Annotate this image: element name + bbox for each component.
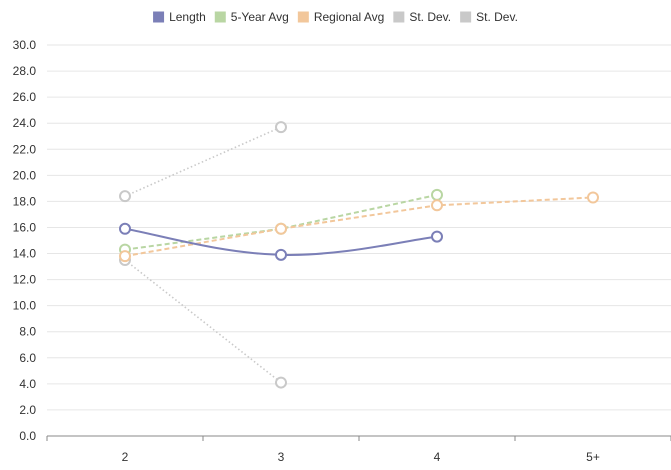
grid: [47, 44, 671, 411]
y-tick-label: 26.0: [13, 90, 37, 104]
legend-item[interactable]: 5-Year Avg: [214, 10, 289, 24]
legend-swatch: [393, 11, 405, 23]
y-tick-label: 2.0: [19, 403, 36, 417]
series-line-1: [124, 193, 438, 251]
legend-label: Regional Avg: [314, 10, 385, 24]
x-axis: 2 3 4 5+: [46, 435, 671, 464]
x-tick-label: 5+: [586, 450, 600, 464]
y-tick-label: 22.0: [13, 142, 37, 156]
x-tick-label: 2: [122, 450, 129, 464]
y-tick-label: 30.0: [13, 38, 37, 52]
legend-swatch: [460, 11, 472, 23]
y-axis: 0.0 2.0 4.0 6.0 8.0 10.0 12.0 14.0 16.0 18.0 20.0 2…: [13, 38, 37, 443]
y-tick-label: 4.0: [19, 377, 36, 391]
y-tick-label: 16.0: [13, 220, 37, 234]
legend-item[interactable]: St. Dev.: [393, 10, 451, 24]
y-tick-label: 28.0: [13, 64, 37, 78]
legend-item[interactable]: St. Dev.: [460, 10, 518, 24]
series-line-2: [124, 196, 594, 258]
data-point[interactable]: [275, 121, 287, 134]
data-point[interactable]: [431, 230, 443, 243]
legend-label: 5-Year Avg: [231, 10, 289, 24]
legend-item[interactable]: Regional Avg: [297, 10, 385, 24]
legend-swatch: [297, 11, 309, 23]
data-point[interactable]: [431, 199, 443, 212]
legend-item[interactable]: Length: [153, 10, 206, 24]
y-tick-label: 20.0: [13, 168, 37, 182]
legend-swatch: [153, 11, 165, 23]
y-tick-label: 14.0: [13, 247, 37, 261]
legend-swatch: [214, 11, 226, 23]
legend-label: Length: [169, 10, 206, 24]
x-tick-label: 3: [278, 450, 285, 464]
series-group: [119, 121, 599, 389]
y-tick-label: 24.0: [13, 116, 37, 130]
data-point[interactable]: [275, 222, 287, 235]
legend-label: St. Dev.: [476, 10, 518, 24]
legend: Length 5-Year Avg Regional Avg St. Dev. St. …: [153, 10, 518, 24]
y-tick-label: 8.0: [19, 325, 36, 339]
series-line-3: [124, 126, 282, 197]
y-tick-label: 12.0: [13, 273, 37, 287]
y-tick-label: 18.0: [13, 194, 37, 208]
data-point[interactable]: [119, 190, 131, 203]
y-tick-label: 0.0: [19, 429, 36, 443]
legend-label: St. Dev.: [409, 10, 451, 24]
data-point[interactable]: [431, 188, 443, 201]
series-line-4: [124, 259, 282, 384]
data-point[interactable]: [275, 376, 287, 389]
y-tick-label: 6.0: [19, 351, 36, 365]
data-point[interactable]: [587, 191, 599, 204]
data-point[interactable]: [275, 248, 287, 261]
data-point[interactable]: [119, 250, 131, 263]
data-point[interactable]: [119, 222, 131, 235]
y-tick-label: 10.0: [13, 299, 37, 313]
x-tick-label: 4: [434, 450, 441, 464]
